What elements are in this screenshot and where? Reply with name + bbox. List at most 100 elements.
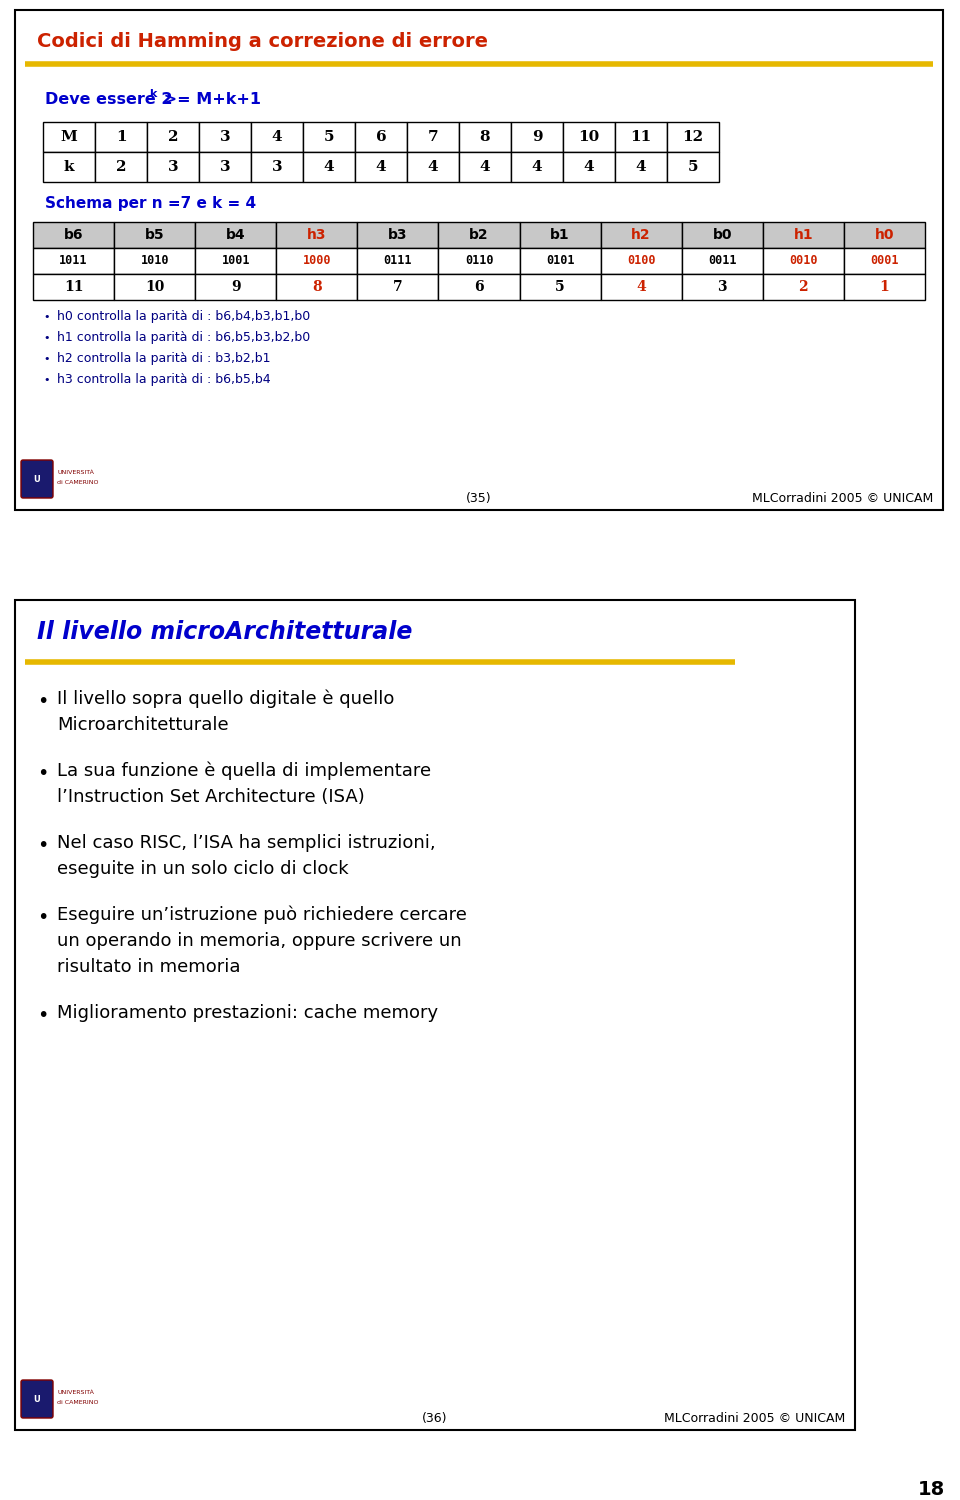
Bar	[251, 122, 303, 152]
Bar	[357, 248, 439, 274]
Bar	[601, 248, 682, 274]
Bar	[195, 274, 276, 300]
Text: 10: 10	[145, 280, 164, 294]
Bar	[251, 152, 303, 182]
Bar	[439, 274, 519, 300]
Bar	[33, 274, 114, 300]
Text: 8: 8	[312, 280, 322, 294]
Text: k: k	[149, 88, 156, 99]
Text: 18: 18	[918, 1480, 945, 1498]
Text: •: •	[43, 354, 50, 364]
Bar	[407, 152, 459, 182]
Bar	[519, 274, 601, 300]
Text: 12: 12	[683, 130, 704, 144]
Text: un operando in memoria, oppure scrivere un: un operando in memoria, oppure scrivere …	[57, 932, 462, 950]
Bar	[276, 248, 357, 274]
Text: b5: b5	[145, 228, 164, 242]
Bar	[511, 152, 563, 182]
Bar	[519, 222, 601, 248]
Bar	[147, 152, 199, 182]
Text: 2: 2	[168, 130, 179, 144]
Text: 6: 6	[474, 280, 484, 294]
Text: 3: 3	[168, 160, 179, 174]
Text: •: •	[37, 836, 48, 855]
Text: k: k	[63, 160, 74, 174]
Text: 1011: 1011	[60, 255, 87, 267]
Text: h3: h3	[307, 228, 326, 242]
Bar	[114, 248, 195, 274]
Text: 3: 3	[220, 160, 230, 174]
Bar	[763, 274, 844, 300]
Text: 4: 4	[324, 160, 334, 174]
Bar	[844, 248, 925, 274]
Text: U: U	[34, 474, 40, 483]
Text: 4: 4	[584, 160, 594, 174]
Text: 4: 4	[428, 160, 439, 174]
Text: UNIVERSITÀ: UNIVERSITÀ	[57, 470, 94, 474]
Text: b0: b0	[712, 228, 732, 242]
Bar	[43, 122, 95, 152]
Bar	[15, 10, 943, 510]
Bar	[95, 122, 147, 152]
Text: h1: h1	[794, 228, 813, 242]
Bar	[199, 152, 251, 182]
Text: 11: 11	[63, 280, 84, 294]
Text: 5: 5	[555, 280, 564, 294]
Text: (36): (36)	[422, 1412, 447, 1425]
Text: •: •	[37, 764, 48, 783]
Text: 11: 11	[631, 130, 652, 144]
Bar	[615, 152, 667, 182]
Bar	[33, 222, 114, 248]
Bar	[439, 222, 519, 248]
Bar	[682, 274, 763, 300]
Text: Codici di Hamming a correzione di errore: Codici di Hamming a correzione di errore	[37, 32, 488, 51]
Text: 3: 3	[220, 130, 230, 144]
Text: di CAMERINO: di CAMERINO	[57, 1400, 99, 1404]
Text: >= M+k+1: >= M+k+1	[158, 92, 261, 106]
Text: b2: b2	[469, 228, 489, 242]
Bar	[147, 122, 199, 152]
Text: b1: b1	[550, 228, 570, 242]
Bar	[459, 152, 511, 182]
Bar	[114, 274, 195, 300]
Text: 1: 1	[116, 130, 127, 144]
Text: La sua funzione è quella di implementare: La sua funzione è quella di implementare	[57, 762, 431, 780]
Text: •: •	[43, 333, 50, 344]
Text: 4: 4	[480, 160, 491, 174]
Bar	[33, 248, 114, 274]
Text: Miglioramento prestazioni: cache memory: Miglioramento prestazioni: cache memory	[57, 1004, 438, 1022]
Text: l’Instruction Set Architecture (ISA): l’Instruction Set Architecture (ISA)	[57, 788, 365, 806]
Bar	[667, 122, 719, 152]
Text: 6: 6	[375, 130, 386, 144]
Text: 1010: 1010	[140, 255, 169, 267]
Bar	[763, 222, 844, 248]
Text: b4: b4	[226, 228, 246, 242]
Text: 3: 3	[272, 160, 282, 174]
Text: 2: 2	[116, 160, 127, 174]
Text: 7: 7	[428, 130, 439, 144]
Text: 8: 8	[480, 130, 491, 144]
Text: Nel caso RISC, l’ISA ha semplici istruzioni,: Nel caso RISC, l’ISA ha semplici istruzi…	[57, 834, 436, 852]
Bar	[601, 274, 682, 300]
Text: 3: 3	[717, 280, 727, 294]
Bar	[303, 152, 355, 182]
Text: MLCorradini 2005 © UNICAM: MLCorradini 2005 © UNICAM	[752, 492, 933, 506]
Text: •: •	[43, 375, 50, 386]
Text: UNIVERSITÀ: UNIVERSITÀ	[57, 1389, 94, 1395]
Bar	[276, 274, 357, 300]
Text: 7: 7	[393, 280, 403, 294]
Text: Microarchitetturale: Microarchitetturale	[57, 716, 228, 734]
Text: 0001: 0001	[870, 255, 899, 267]
Text: Schema per n =7 e k = 4: Schema per n =7 e k = 4	[45, 196, 256, 211]
Text: •: •	[37, 1007, 48, 1025]
Bar	[519, 248, 601, 274]
Text: h2: h2	[632, 228, 651, 242]
Bar	[763, 248, 844, 274]
Text: h3 controlla la parità di : b6,b5,b4: h3 controlla la parità di : b6,b5,b4	[57, 374, 271, 386]
Text: 0101: 0101	[546, 255, 574, 267]
Text: •: •	[37, 692, 48, 711]
Text: 0111: 0111	[384, 255, 412, 267]
Text: b6: b6	[63, 228, 84, 242]
Text: 4: 4	[272, 130, 282, 144]
Text: risultato in memoria: risultato in memoria	[57, 958, 241, 976]
